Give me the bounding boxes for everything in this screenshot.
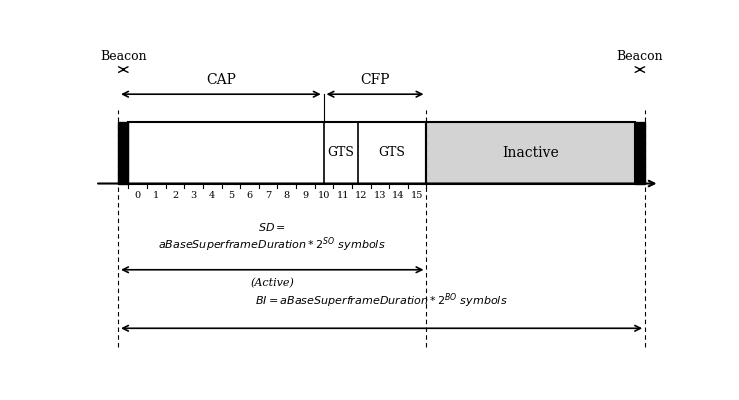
Bar <box>129 122 426 184</box>
Text: 2: 2 <box>172 191 178 200</box>
Text: $SD =$: $SD =$ <box>259 221 286 233</box>
Bar <box>118 122 129 184</box>
Text: 1: 1 <box>153 191 160 200</box>
Text: 6: 6 <box>246 191 253 200</box>
Text: 12: 12 <box>355 191 367 200</box>
Text: 9: 9 <box>302 191 308 200</box>
Text: Inactive: Inactive <box>503 146 559 160</box>
Text: 3: 3 <box>191 191 197 200</box>
Text: 14: 14 <box>392 191 405 200</box>
Text: CFP: CFP <box>361 72 389 86</box>
Text: 7: 7 <box>265 191 271 200</box>
Text: 13: 13 <box>374 191 386 200</box>
Text: CAP: CAP <box>206 72 236 86</box>
Text: Beacon: Beacon <box>616 50 663 63</box>
Text: GTS: GTS <box>378 146 406 159</box>
Text: 4: 4 <box>209 191 215 200</box>
Bar <box>635 122 645 184</box>
Text: 0: 0 <box>134 191 141 200</box>
Text: $aBaseSuperframeDuration*2^{SO}\ symbols$: $aBaseSuperframeDuration*2^{SO}\ symbols… <box>158 236 386 254</box>
Text: 15: 15 <box>411 191 423 200</box>
Text: 10: 10 <box>318 191 330 200</box>
Text: 5: 5 <box>228 191 234 200</box>
Text: Beacon: Beacon <box>100 50 146 63</box>
Text: $BI = aBaseSuperframeDuration*2^{BO}\ symbols$: $BI = aBaseSuperframeDuration*2^{BO}\ sy… <box>255 291 508 310</box>
Text: 8: 8 <box>284 191 290 200</box>
Text: (Active): (Active) <box>251 278 294 288</box>
Text: GTS: GTS <box>327 146 354 159</box>
Text: 11: 11 <box>336 191 349 200</box>
Bar <box>426 122 635 184</box>
